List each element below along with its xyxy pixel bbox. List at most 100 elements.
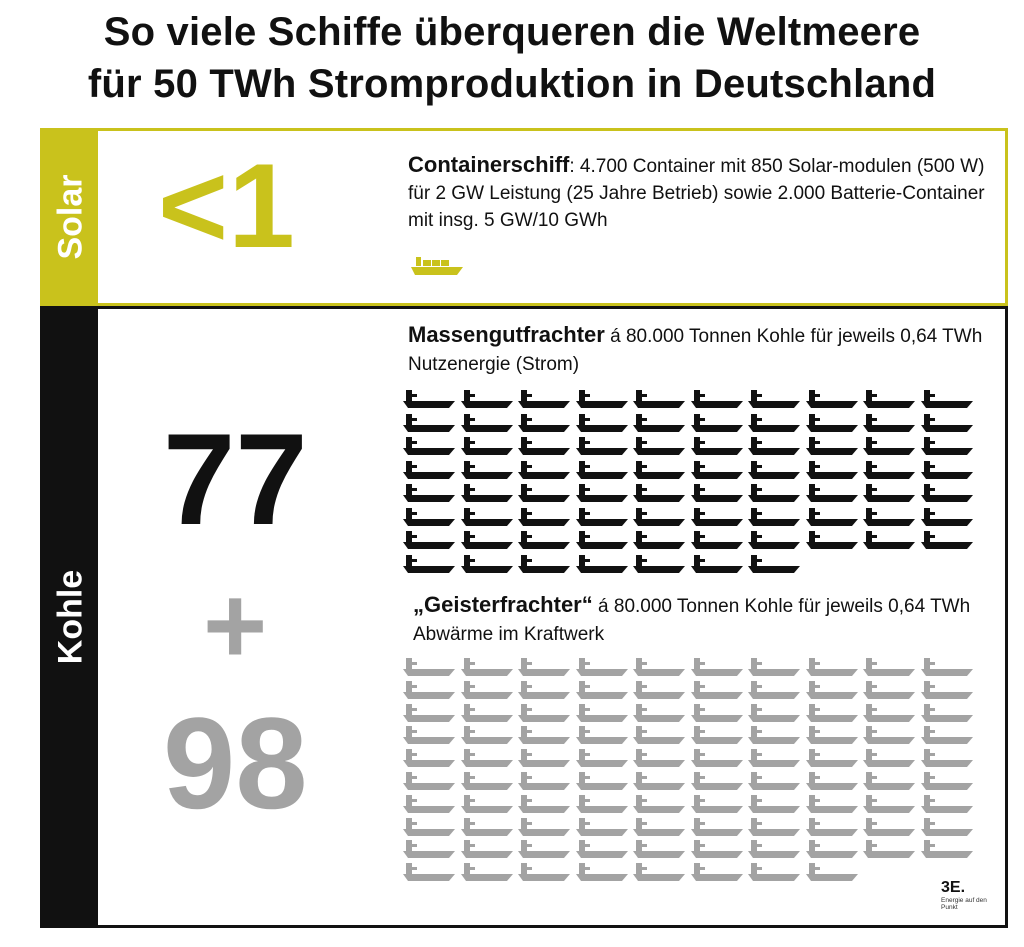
bulk-carrier-icon — [920, 460, 973, 480]
bulk-carrier-icon — [748, 657, 800, 677]
bulk-carrier-icon — [920, 413, 973, 433]
container-ship-icon — [411, 257, 463, 275]
bulk-carrier-icon — [920, 436, 973, 456]
bulk-carrier-icon — [518, 794, 570, 814]
bulk-carrier-icon — [633, 771, 685, 791]
bulk-carrier-icon — [575, 483, 628, 503]
ghost-carrier-details: á 80.000 Tonnen Kohle für jeweils 0,64 T… — [413, 596, 971, 645]
bulk-carrier-icon — [690, 483, 743, 503]
bulk-carrier-icon — [403, 839, 455, 859]
solar-ship-count: <1 — [158, 139, 295, 273]
bulk-carrier-icon — [805, 771, 858, 791]
bulk-carrier-icon — [403, 817, 455, 837]
bulk-carrier-icon — [748, 862, 800, 882]
bulk-carrier-icon — [575, 748, 628, 768]
bulk-carrier-icon — [690, 530, 743, 550]
bulk-carrier-icon — [748, 680, 800, 700]
solar-side-bar: Solar — [43, 131, 98, 303]
bulk-carrier-icon — [460, 530, 513, 550]
bulk-carrier-icon — [863, 817, 915, 837]
bulk-carrier-name: Massengutfrachter — [408, 322, 605, 347]
bulk-carrier-icon — [863, 483, 915, 503]
bulk-carrier-icon — [748, 817, 800, 837]
bulk-carrier-count: 77 — [163, 406, 308, 552]
bulk-carrier-icon — [518, 748, 570, 768]
bulk-carrier-details: á 80.000 Tonnen Kohle für jeweils 0,64 T… — [408, 326, 983, 375]
bulk-carrier-icon — [518, 862, 570, 882]
bulk-carrier-icon — [633, 680, 685, 700]
bulk-carrier-icon — [403, 748, 455, 768]
bulk-carrier-icon — [518, 413, 570, 433]
bulk-carrier-icon — [805, 703, 858, 723]
bulk-carrier-icon — [460, 413, 513, 433]
bulk-carrier-icon — [633, 703, 685, 723]
bulk-carrier-icon — [633, 413, 685, 433]
bulk-carrier-icon — [575, 794, 628, 814]
bulk-carrier-icon — [690, 554, 743, 574]
bulk-carrier-icon — [633, 657, 685, 677]
title-line-1: So viele Schiffe überqueren die Weltmeer… — [103, 10, 921, 54]
bulk-carrier-icon — [518, 703, 570, 723]
bulk-carrier-icon — [518, 483, 570, 503]
bulk-carrier-icon — [863, 436, 915, 456]
bulk-carrier-icon — [920, 771, 973, 791]
bulk-carrier-icon — [403, 413, 455, 433]
bulk-carrier-icon — [633, 507, 685, 527]
bulk-carrier-icon — [460, 794, 513, 814]
bulk-carrier-icon — [690, 680, 743, 700]
bulk-carrier-icon — [863, 725, 915, 745]
bulk-carrier-icon — [863, 839, 915, 859]
bulk-carrier-icon — [575, 680, 628, 700]
bulk-carrier-icon — [460, 725, 513, 745]
ghost-carrier-count: 98 — [163, 690, 308, 836]
bulk-carrier-icon — [403, 436, 455, 456]
bulk-carrier-icon — [748, 794, 800, 814]
coal-side-label: Kohle — [51, 569, 89, 665]
bulk-carrier-icon — [403, 460, 455, 480]
bulk-carrier-icon — [920, 817, 973, 837]
bulk-carrier-icon — [575, 389, 628, 409]
bulk-carrier-icon — [633, 389, 685, 409]
bulk-carrier-icon — [460, 483, 513, 503]
bulk-carrier-icon — [460, 771, 513, 791]
bulk-carrier-icon — [633, 817, 685, 837]
bulk-carrier-icon — [575, 725, 628, 745]
plus-sign: + — [203, 564, 268, 687]
bulk-carrier-icon — [460, 839, 513, 859]
bulk-carrier-icon — [460, 389, 513, 409]
bulk-carrier-icon — [805, 460, 858, 480]
bulk-carrier-icon — [518, 460, 570, 480]
bulk-carrier-icon — [805, 794, 858, 814]
bulk-carrier-icon — [460, 748, 513, 768]
bulk-carrier-icon — [805, 862, 858, 882]
bulk-carrier-icon — [690, 817, 743, 837]
bulk-carrier-icon — [518, 725, 570, 745]
container-ship-name: Containerschiff — [408, 152, 570, 177]
bulk-carrier-icon — [748, 507, 800, 527]
bulk-carrier-icon — [863, 771, 915, 791]
coal-side-bar: Kohle — [43, 309, 98, 925]
bulk-carrier-icon — [748, 748, 800, 768]
bulk-carrier-icon — [460, 436, 513, 456]
bulk-carrier-icon — [805, 657, 858, 677]
bulk-carrier-icon — [805, 817, 858, 837]
bulk-carrier-icon — [460, 862, 513, 882]
bulk-carrier-icon — [518, 657, 570, 677]
page-title: So viele Schiffe überqueren die Weltmeer… — [0, 6, 1024, 110]
bulk-carrier-icon — [748, 703, 800, 723]
bulk-carrier-icon — [403, 483, 455, 503]
bulk-carrier-icon — [690, 657, 743, 677]
bulk-carrier-icon — [920, 507, 973, 527]
bulk-carrier-icon — [748, 483, 800, 503]
bulk-carrier-icon — [518, 389, 570, 409]
bulk-carrier-icon — [403, 389, 455, 409]
bulk-carrier-icon — [863, 657, 915, 677]
bulk-carrier-icon — [805, 680, 858, 700]
bulk-carrier-icon — [460, 680, 513, 700]
bulk-carrier-icon — [633, 460, 685, 480]
bulk-carrier-icon — [805, 436, 858, 456]
solar-panel: Solar <1 Containerschiff: 4.700 Containe… — [40, 128, 1008, 306]
solar-description: Containerschiff: 4.700 Container mit 850… — [408, 151, 998, 234]
bulk-carrier-icon — [518, 771, 570, 791]
bulk-carrier-icon — [633, 725, 685, 745]
